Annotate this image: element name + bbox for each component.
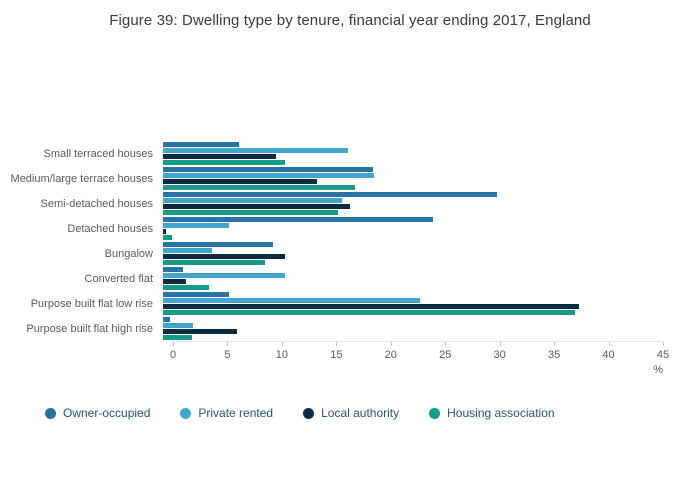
- legend-item-owner-occupied[interactable]: Owner-occupied: [45, 406, 150, 420]
- bar-private-rented: [163, 173, 375, 178]
- x-tick-label: 30: [493, 349, 506, 361]
- legend-item-private-rented[interactable]: Private rented: [180, 406, 273, 420]
- x-tick-mark: [663, 342, 664, 346]
- bar-private-rented: [163, 323, 194, 328]
- bar-local-authority: [163, 254, 285, 259]
- x-axis: % 0 5 10 15 20 25 30 35 40 45: [169, 341, 669, 380]
- x-tick-mark: [281, 342, 283, 346]
- legend-label: Owner-occupied: [63, 406, 151, 420]
- bar-group: Semi-detached houses: [0, 191, 663, 216]
- bar-stack: [163, 242, 653, 265]
- bar-owner-occupied: [163, 142, 240, 147]
- x-tick-label: 45: [656, 349, 670, 361]
- x-tick-mark: [390, 342, 392, 346]
- bar-group: Detached houses: [0, 216, 663, 241]
- bar-owner-occupied: [163, 292, 230, 297]
- category-label: Medium/large terrace houses: [10, 172, 153, 185]
- x-tick-label: 5: [224, 349, 231, 361]
- bar-local-authority: [163, 179, 317, 184]
- plot-area: Small terraced houses Medium/large terrac…: [0, 141, 700, 380]
- bar-housing-association: [163, 210, 339, 215]
- x-tick-mark: [608, 342, 610, 346]
- bar-group: Small terraced houses: [0, 141, 663, 166]
- bar-private-rented: [163, 148, 349, 153]
- bar-stack: [163, 167, 653, 190]
- category-label: Converted flat: [84, 272, 153, 285]
- bar-stack: [163, 267, 653, 290]
- bar-group: Purpose built flat low rise: [0, 291, 663, 316]
- x-tick-label: 35: [547, 349, 561, 361]
- bar-group: Purpose built flat high rise: [0, 316, 663, 341]
- bar-owner-occupied: [163, 317, 170, 322]
- bar-owner-occupied: [163, 167, 374, 172]
- bar-stack: [163, 217, 653, 240]
- category-label: Detached houses: [67, 222, 153, 235]
- legend-dot: [303, 407, 315, 419]
- x-tick-label: 20: [384, 349, 397, 361]
- legend-dot: [180, 407, 192, 419]
- legend-label: Private rented: [198, 406, 274, 420]
- bar-local-authority: [163, 229, 167, 234]
- x-tick-mark: [554, 342, 556, 346]
- bar-housing-association: [163, 160, 285, 165]
- bar-owner-occupied: [163, 242, 273, 247]
- x-tick-mark: [227, 342, 229, 346]
- bar-private-rented: [163, 223, 230, 228]
- bar-owner-occupied: [163, 217, 434, 222]
- x-tick-mark: [336, 342, 338, 346]
- bar-group: Medium/large terrace houses: [0, 166, 663, 191]
- x-tick-label: 15: [330, 349, 343, 361]
- bar-housing-association: [163, 185, 355, 190]
- x-tick-label: 0: [169, 349, 177, 361]
- category-label: Small terraced houses: [43, 147, 153, 160]
- bar-local-authority: [163, 304, 579, 309]
- bar-housing-association: [163, 260, 266, 265]
- legend-dot: [429, 407, 441, 419]
- legend: Owner-occupied Private rented Local author…: [45, 406, 700, 420]
- x-tick-label: 10: [275, 349, 288, 361]
- x-tick-label: 25: [439, 349, 452, 361]
- bar-private-rented: [163, 298, 420, 303]
- bar-local-authority: [163, 154, 277, 159]
- bar-local-authority: [163, 279, 186, 284]
- x-axis-unit-label: %: [653, 364, 663, 376]
- bar-group: Converted flat: [0, 266, 663, 291]
- bar-housing-association: [163, 335, 193, 340]
- bar-stack: [163, 142, 653, 165]
- bar-group: Bungalow: [0, 241, 663, 266]
- bar-housing-association: [163, 310, 575, 315]
- bar-housing-association: [163, 235, 172, 240]
- category-label: Purpose built flat low rise: [30, 297, 153, 310]
- x-tick-mark: [173, 342, 174, 346]
- bar-stack: [163, 192, 653, 215]
- x-tick-mark: [445, 342, 447, 346]
- bar-stack: [163, 292, 653, 315]
- bar-local-authority: [163, 329, 238, 334]
- category-label: Bungalow: [104, 247, 153, 260]
- legend-item-local-authority[interactable]: Local authority: [303, 406, 399, 420]
- category-label: Semi-detached houses: [40, 197, 153, 210]
- bar-private-rented: [163, 248, 212, 253]
- bar-local-authority: [163, 204, 351, 209]
- category-label: Purpose built flat high rise: [26, 322, 153, 335]
- legend-label: Local authority: [321, 406, 400, 420]
- plot-rows: Small terraced houses Medium/large terrac…: [0, 141, 663, 341]
- bar-private-rented: [163, 273, 285, 278]
- bar-owner-occupied: [163, 267, 183, 272]
- legend-item-housing-association[interactable]: Housing association: [429, 406, 555, 420]
- bar-private-rented: [163, 198, 342, 203]
- x-tick-mark: [499, 342, 501, 346]
- x-tick-label: 40: [602, 349, 615, 361]
- bar-housing-association: [163, 285, 209, 290]
- legend-dot: [45, 407, 56, 419]
- bar-stack: [163, 317, 653, 340]
- legend-label: Housing association: [447, 406, 555, 420]
- chart-title: Figure 39: Dwelling type by tenure, fina…: [109, 12, 591, 29]
- bar-owner-occupied: [163, 192, 498, 197]
